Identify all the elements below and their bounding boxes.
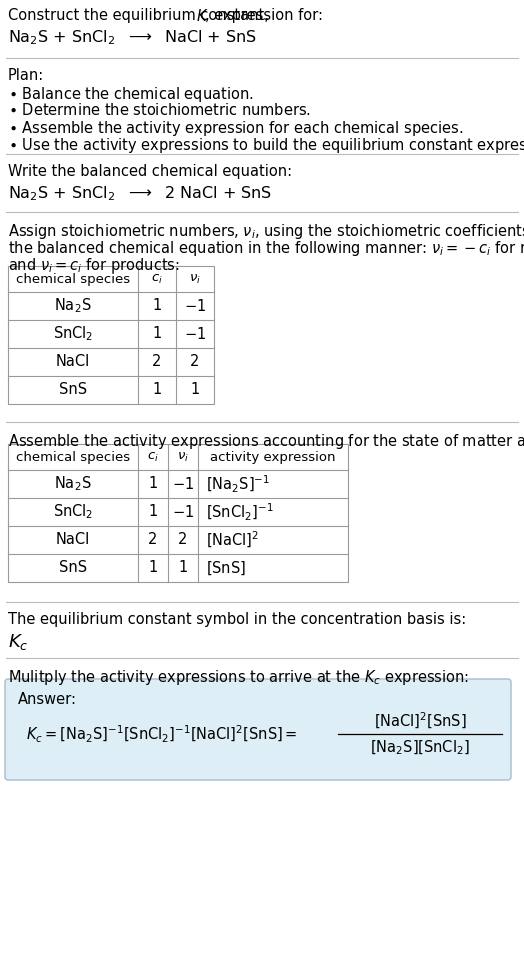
Text: 1: 1 [152,327,161,342]
Text: $\bullet$ Balance the chemical equation.: $\bullet$ Balance the chemical equation. [8,85,254,104]
Text: Na$_2$S: Na$_2$S [54,297,92,315]
Text: Plan:: Plan: [8,68,44,83]
Text: $\bullet$ Assemble the activity expression for each chemical species.: $\bullet$ Assemble the activity expressi… [8,119,463,138]
Text: SnS: SnS [59,561,87,576]
Text: 1: 1 [152,383,161,397]
Text: 1: 1 [152,299,161,313]
Text: $-1$: $-1$ [172,476,194,492]
Text: activity expression: activity expression [210,451,336,463]
Text: Mulitply the activity expressions to arrive at the $K_c$ expression:: Mulitply the activity expressions to arr… [8,668,469,687]
Text: SnCl$_2$: SnCl$_2$ [53,502,93,521]
Text: Na$_2$S + SnCl$_2$  $\longrightarrow$  NaCl + SnS: Na$_2$S + SnCl$_2$ $\longrightarrow$ NaC… [8,28,257,47]
Text: , expression for:: , expression for: [205,8,323,23]
Text: $-1$: $-1$ [184,298,206,314]
Text: $[\mathrm{NaCl}]^2$: $[\mathrm{NaCl}]^2$ [206,530,259,550]
Text: $\bullet$ Determine the stoichiometric numbers.: $\bullet$ Determine the stoichiometric n… [8,102,311,118]
Text: $[\mathrm{SnCl_2}]^{-1}$: $[\mathrm{SnCl_2}]^{-1}$ [206,501,274,522]
Text: 2: 2 [148,533,158,547]
Text: $\nu_i$: $\nu_i$ [189,272,201,286]
Text: Construct the equilibrium constant,: Construct the equilibrium constant, [8,8,274,23]
Text: 2: 2 [178,533,188,547]
Text: NaCl: NaCl [56,354,90,370]
Text: 1: 1 [148,561,158,576]
Text: Na$_2$S: Na$_2$S [54,475,92,494]
Text: SnS: SnS [59,383,87,397]
Text: $\bullet$ Use the activity expressions to build the equilibrium constant express: $\bullet$ Use the activity expressions t… [8,136,524,155]
Text: Write the balanced chemical equation:: Write the balanced chemical equation: [8,164,292,179]
Text: 1: 1 [190,383,200,397]
Text: SnCl$_2$: SnCl$_2$ [53,325,93,344]
Text: Na$_2$S + SnCl$_2$  $\longrightarrow$  2 NaCl + SnS: Na$_2$S + SnCl$_2$ $\longrightarrow$ 2 N… [8,184,272,202]
Text: $K_c = [\mathrm{Na_2S}]^{-1} [\mathrm{SnCl_2}]^{-1} [\mathrm{NaCl}]^2 [\mathrm{S: $K_c = [\mathrm{Na_2S}]^{-1} [\mathrm{Sn… [26,724,298,745]
Text: NaCl: NaCl [56,533,90,547]
FancyBboxPatch shape [5,679,511,780]
Text: $K$: $K$ [196,8,209,24]
Text: chemical species: chemical species [16,272,130,286]
Bar [8,444,348,582]
Text: $[\mathrm{Na_2S}]^{-1}$: $[\mathrm{Na_2S}]^{-1}$ [206,474,270,495]
Text: the balanced chemical equation in the following manner: $\nu_i = -c_i$ for react: the balanced chemical equation in the fo… [8,239,524,258]
Text: $\nu_i$: $\nu_i$ [177,451,189,463]
Text: $-1$: $-1$ [184,326,206,342]
Text: 1: 1 [148,504,158,520]
Text: 1: 1 [148,477,158,492]
Text: $[\mathrm{Na_2S}] [\mathrm{SnCl_2}]$: $[\mathrm{Na_2S}] [\mathrm{SnCl_2}]$ [370,739,470,757]
Text: Assemble the activity expressions accounting for the state of matter and $\nu_i$: Assemble the activity expressions accoun… [8,432,524,451]
Text: $[\mathrm{SnS}]$: $[\mathrm{SnS}]$ [206,560,246,577]
Text: $-1$: $-1$ [172,504,194,520]
Bar [8,266,214,404]
Text: $c_i$: $c_i$ [151,272,163,286]
Text: $c_i$: $c_i$ [147,451,159,463]
Text: 2: 2 [152,354,162,370]
Text: 2: 2 [190,354,200,370]
Text: $[\mathrm{NaCl}]^2 [\mathrm{SnS}]$: $[\mathrm{NaCl}]^2 [\mathrm{SnS}]$ [374,711,466,732]
Text: chemical species: chemical species [16,451,130,463]
Text: 1: 1 [178,561,188,576]
Text: The equilibrium constant symbol in the concentration basis is:: The equilibrium constant symbol in the c… [8,612,466,627]
Text: and $\nu_i = c_i$ for products:: and $\nu_i = c_i$ for products: [8,256,180,275]
Text: Answer:: Answer: [18,692,77,707]
Text: Assign stoichiometric numbers, $\nu_i$, using the stoichiometric coefficients, $: Assign stoichiometric numbers, $\nu_i$, … [8,222,524,241]
Text: $K_c$: $K_c$ [8,632,29,652]
